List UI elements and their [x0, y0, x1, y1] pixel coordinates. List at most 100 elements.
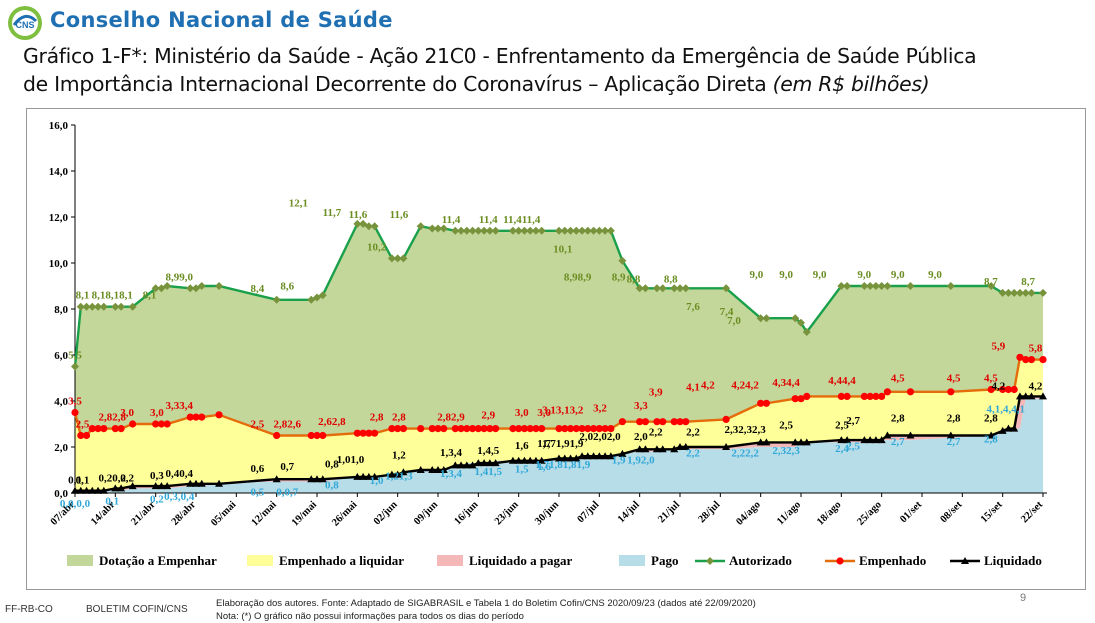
- marker-empenhado: [417, 425, 425, 433]
- marker-empenhado: [561, 425, 569, 433]
- marker-autorizado: [676, 284, 684, 293]
- x-tick-label: 07/jul: [576, 499, 602, 525]
- marker-autorizado: [428, 224, 437, 233]
- marker-liquidado: [353, 472, 362, 480]
- marker-autorizado: [1039, 288, 1047, 297]
- data-label-autorizado: 11,4: [442, 214, 461, 226]
- marker-liquidado: [987, 431, 996, 439]
- marker-liquidado: [318, 475, 327, 483]
- x-tick-label: 04/ago: [734, 499, 762, 527]
- marker-empenhado: [492, 425, 500, 433]
- data-label-autorizado: 9,0: [813, 269, 827, 281]
- marker-empenhado: [319, 431, 327, 440]
- marker-empenhado: [1022, 356, 1030, 364]
- data-label-liquidado: 0,3: [150, 470, 164, 482]
- marker-empenhado: [515, 425, 523, 433]
- marker-autorizado: [393, 254, 402, 263]
- data-label-pago: 1,92,0: [627, 454, 655, 466]
- marker-autorizado: [215, 282, 224, 290]
- marker-autorizado: [88, 302, 97, 311]
- marker-autorizado: [99, 302, 108, 311]
- marker-empenhado: [1039, 356, 1047, 364]
- marker-empenhado: [152, 420, 160, 428]
- data-label-empenhado: 4,2: [701, 379, 715, 391]
- marker-liquidado: [652, 445, 661, 453]
- marker-empenhado: [428, 425, 436, 433]
- data-label-liquidado: 1,2: [392, 449, 406, 461]
- marker-autorizado: [192, 284, 200, 293]
- marker-autorizado: [572, 226, 581, 235]
- data-label-empenhado: 3,2: [593, 402, 607, 414]
- data-label-autorizado: 11,6: [390, 209, 409, 221]
- data-label-empenhado: 2,9: [481, 409, 495, 421]
- legend-label-pago: Pago: [651, 553, 678, 568]
- marker-autorizado: [860, 282, 869, 290]
- data-label-pago: 1,21,3: [385, 470, 413, 482]
- marker-liquidado: [111, 484, 120, 492]
- data-label-empenhado: 3,13,13,2: [542, 405, 584, 417]
- marker-autorizado: [1004, 288, 1013, 297]
- marker-autorizado: [589, 226, 598, 235]
- marker-autorizado: [387, 254, 396, 263]
- x-tick-label: 22/set: [1019, 499, 1045, 525]
- data-label-pago: 1,9: [612, 454, 626, 466]
- data-label-empenhado: 3,0: [120, 407, 134, 419]
- marker-autorizado: [606, 226, 615, 235]
- marker-liquidado: [485, 459, 494, 467]
- marker-autorizado: [1021, 288, 1030, 297]
- marker-liquidado: [601, 452, 610, 460]
- footer-bulletin: BOLETIM COFIN/CNS: [86, 604, 188, 615]
- marker-autorizado: [474, 226, 483, 235]
- legend-label-dotacao-a-empenhar: Dotação a Empenhar: [99, 553, 217, 568]
- x-tick-label: 28/abr: [170, 499, 199, 528]
- y-tick-label: 12,0: [49, 212, 69, 224]
- marker-empenhado: [641, 418, 650, 426]
- marker-empenhado: [803, 392, 811, 400]
- marker-autorizado: [520, 226, 529, 235]
- marker-autorizado: [485, 226, 494, 235]
- marker-liquidado: [364, 472, 373, 480]
- marker-liquidado: [802, 438, 811, 446]
- marker-liquidado: [998, 426, 1007, 434]
- marker-autorizado: [94, 302, 103, 311]
- title-unit: (em R$ bilhões): [772, 72, 930, 96]
- marker-autorizado: [416, 222, 425, 231]
- data-label-autorizado: 8,6: [280, 281, 294, 293]
- marker-liquidado: [843, 436, 852, 444]
- data-label-autorizado: 12,1: [289, 198, 308, 210]
- y-tick-label: 4,0: [54, 396, 68, 408]
- marker-autorizado: [601, 226, 610, 235]
- data-label-autorizado: 9,0: [749, 269, 763, 281]
- marker-liquidado: [428, 466, 437, 473]
- marker-liquidado: [866, 436, 875, 444]
- data-label-liquidado: 1,01,0: [337, 454, 365, 466]
- logo-swoosh: [12, 14, 38, 26]
- data-label-liquidado: 2,0: [634, 431, 648, 443]
- legend-label-empenhado-a-liquidar: Empenhado a liquidar: [279, 553, 404, 568]
- title-line-2: de Importância Internacional Decorrente …: [23, 70, 1091, 98]
- marker-liquidado: [88, 486, 97, 494]
- marker-empenhado: [987, 385, 995, 394]
- marker-liquidado: [722, 443, 731, 450]
- x-tick-label: 15/set: [979, 499, 1005, 525]
- marker-liquidado: [94, 486, 103, 494]
- marker-liquidado: [491, 459, 500, 467]
- marker-autorizado: [670, 284, 679, 293]
- marker-empenhado: [480, 425, 488, 433]
- data-label-autorizado: 8,7: [1021, 276, 1035, 288]
- y-tick-label: 16,0: [49, 120, 69, 132]
- marker-autorizado: [802, 328, 811, 336]
- marker-autorizado: [583, 226, 592, 235]
- marker-autorizado: [681, 284, 690, 293]
- x-tick-label: 12/mai: [250, 499, 279, 528]
- data-label-pago: 1,0: [370, 475, 384, 487]
- data-label-empenhado: 3,33,4: [165, 400, 193, 412]
- marker-empenhado: [440, 425, 448, 433]
- data-label-pago: 0,2: [150, 493, 164, 505]
- data-label-pago: 2,8: [984, 434, 998, 446]
- marker-empenhado: [999, 385, 1007, 394]
- marker-liquidado: [508, 456, 517, 464]
- marker-autorizado: [439, 224, 448, 233]
- marker-autorizado: [480, 226, 489, 235]
- marker-empenhado: [1016, 353, 1024, 361]
